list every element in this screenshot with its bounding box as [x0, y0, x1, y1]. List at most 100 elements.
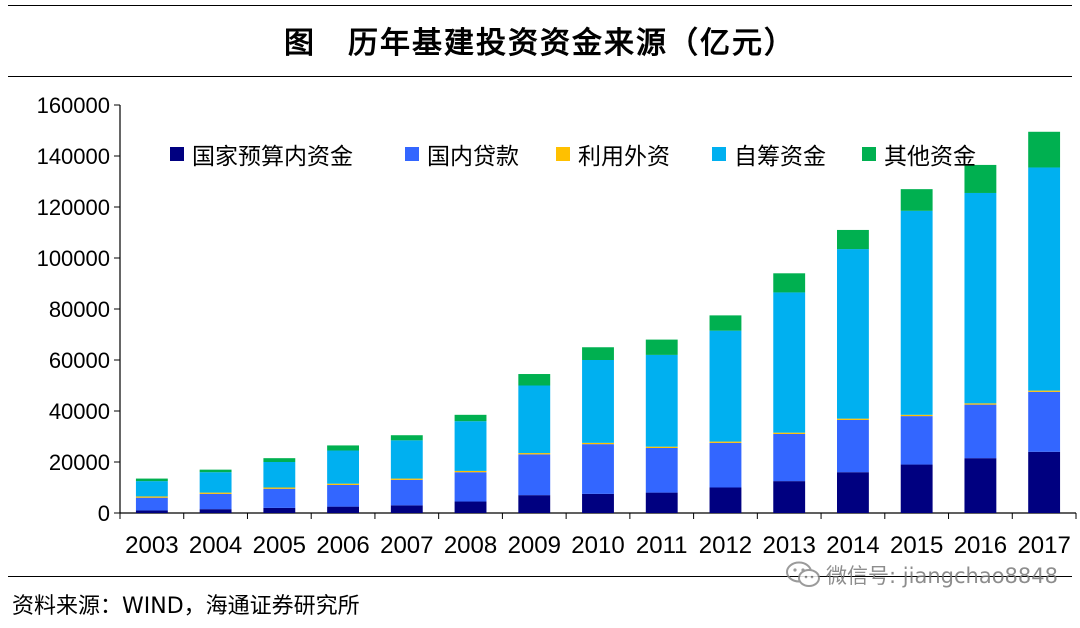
bar-segment-series-0-2004 [199, 509, 232, 513]
bar-segment-series-4-2011 [645, 339, 678, 355]
legend-label-1: 国内贷款 [427, 144, 519, 170]
bar-segment-series-1-2017 [1028, 391, 1061, 452]
bar-segment-series-1-2013 [773, 433, 806, 482]
legend-swatch-1 [405, 147, 419, 161]
x-tick-label: 2006 [316, 532, 369, 559]
x-tick-label: 2013 [763, 532, 816, 559]
bar-segment-series-3-2006 [327, 450, 359, 484]
bar-segment-series-2-2016 [964, 403, 997, 405]
legend-swatch-3 [712, 147, 726, 161]
y-tick-label: 140000 [37, 144, 110, 169]
wechat-icon [786, 561, 821, 587]
bar-segment-series-2-2005 [263, 487, 296, 489]
bar-segment-series-4-2007 [390, 435, 423, 441]
bar-segment-series-0-2010 [582, 493, 614, 513]
x-tick-label: 2009 [508, 532, 561, 559]
bar-segment-series-2-2007 [390, 478, 423, 480]
bar-segment-series-2-2008 [454, 470, 487, 473]
bar-segment-series-1-2008 [454, 472, 487, 502]
legend-label-4: 其他资金 [884, 144, 976, 170]
x-tick-label: 2012 [699, 532, 752, 559]
bar-segment-series-4-2004 [199, 469, 232, 473]
y-tick-label: 0 [98, 501, 110, 526]
bar-segment-series-2-2012 [709, 441, 742, 443]
bar-segment-series-3-2017 [1028, 167, 1061, 391]
bar-segment-series-1-2016 [964, 404, 997, 459]
y-tick-label: 20000 [49, 450, 110, 475]
bar-segment-series-3-2009 [518, 385, 551, 454]
bar-segment-series-3-2014 [837, 249, 869, 419]
legend-swatch-2 [556, 147, 570, 161]
bar-segment-series-0-2016 [964, 458, 997, 513]
bar-segment-series-2-2010 [582, 442, 614, 445]
bar-segment-series-4-2008 [454, 414, 487, 422]
x-tick-label: 2010 [571, 532, 624, 559]
x-tick-label: 2007 [380, 532, 433, 559]
bar-segment-series-4-2017 [1028, 131, 1061, 168]
bar-segment-series-3-2003 [135, 481, 168, 497]
bar-segment-series-4-2009 [518, 374, 551, 386]
bar-segment-series-2-2014 [837, 418, 869, 420]
bar-segment-series-2-2003 [135, 496, 168, 498]
bar-segment-series-4-2015 [900, 189, 933, 211]
title-rule [8, 76, 1072, 77]
bar-segment-series-3-2005 [263, 462, 296, 488]
x-tick-label: 2003 [125, 532, 178, 559]
bar-segment-series-2-2009 [518, 453, 551, 455]
bar-segment-series-1-2003 [135, 497, 168, 511]
legend-label-0: 国家预算内资金 [192, 144, 353, 170]
bar-segment-series-2-2017 [1028, 390, 1061, 392]
x-tick-label: 2011 [636, 532, 688, 559]
bar-segment-series-0-2006 [327, 506, 359, 513]
legend-swatch-4 [862, 147, 876, 161]
watermark: 微信号: jiangchao8848 [786, 560, 1058, 590]
bar-segment-series-0-2008 [454, 501, 487, 513]
bar-segment-series-3-2007 [390, 440, 423, 479]
bar-segment-series-2-2011 [645, 446, 678, 448]
source-note: 资料来源：WIND，海通证券研究所 [12, 594, 360, 619]
bar-segment-series-3-2010 [582, 360, 614, 443]
bar-segment-series-2-2015 [900, 414, 933, 417]
legend-swatch-0 [170, 147, 184, 161]
x-tick-label: 2017 [1017, 532, 1070, 559]
bar-segment-series-3-2016 [964, 192, 997, 404]
y-tick-label: 60000 [49, 348, 110, 373]
x-tick-label: 2005 [253, 532, 306, 559]
top-rule [8, 5, 1072, 6]
bar-segment-series-3-2015 [900, 210, 933, 415]
bar-segment-series-0-2007 [390, 505, 423, 513]
bar-segment-series-0-2014 [837, 472, 869, 513]
x-tick-label: 2004 [189, 532, 242, 559]
x-tick-label: 2008 [444, 532, 497, 559]
bar-segment-series-3-2012 [709, 330, 742, 442]
bar-segment-series-3-2004 [199, 472, 232, 493]
watermark-text: 微信号: jiangchao8848 [826, 564, 1058, 588]
bar-segment-series-1-2014 [837, 419, 869, 473]
bar-segment-series-3-2011 [645, 354, 678, 447]
bar-segment-series-1-2006 [327, 484, 359, 507]
bar-segment-series-1-2004 [199, 493, 232, 510]
bar-segment-series-2-2013 [773, 432, 806, 434]
bar-segment-series-0-2012 [709, 487, 742, 513]
bar-segment-series-0-2003 [135, 510, 168, 513]
bar-segment-series-2-2004 [199, 492, 232, 494]
bar-segment-series-1-2012 [709, 442, 742, 488]
bar-segment-series-1-2009 [518, 454, 551, 496]
bar-segment-series-4-2016 [964, 164, 997, 193]
bar-segment-series-4-2003 [135, 478, 168, 482]
y-tick-label: 40000 [49, 399, 110, 424]
bar-segment-series-4-2012 [709, 315, 742, 331]
bar-segment-series-3-2008 [454, 421, 487, 471]
y-tick-label: 100000 [37, 246, 110, 271]
footer-rule [8, 576, 1072, 577]
bar-segment-series-1-2011 [645, 447, 678, 493]
bar-segment-series-4-2010 [582, 347, 614, 360]
bar-segment-series-0-2013 [773, 481, 806, 513]
bar-segment-series-1-2005 [263, 488, 296, 508]
bar-segment-series-0-2015 [900, 464, 933, 513]
x-tick-label: 2015 [890, 532, 943, 559]
bar-segment-series-0-2009 [518, 495, 551, 513]
bar-segment-series-4-2005 [263, 458, 296, 462]
bar-segment-series-0-2017 [1028, 451, 1061, 513]
bar-segment-series-1-2015 [900, 416, 933, 465]
